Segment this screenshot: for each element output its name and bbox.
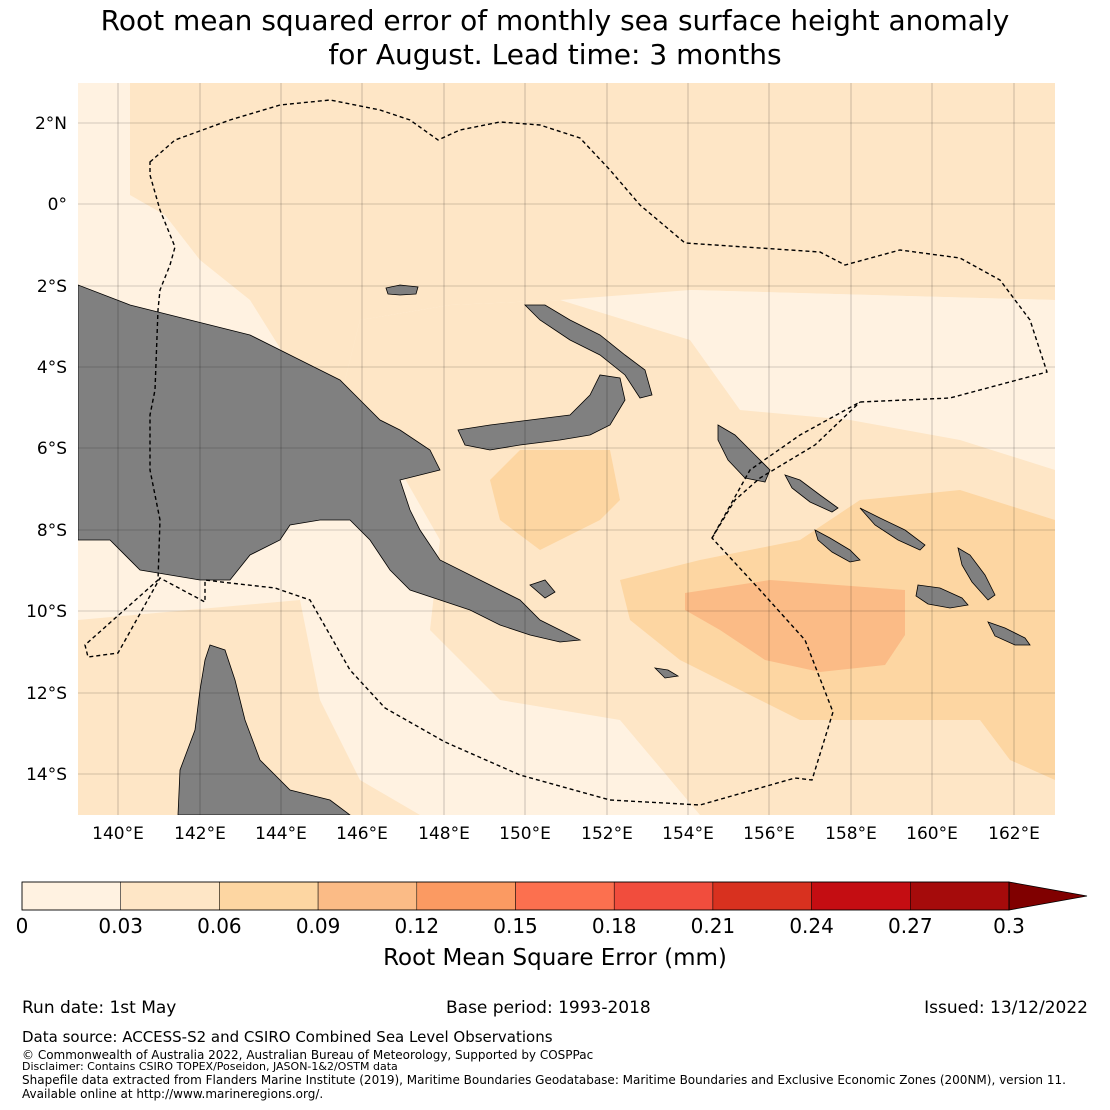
land-makira: [987, 621, 1031, 646]
colorbar-label: Root Mean Square Error (mm): [383, 945, 727, 971]
lon-tick-label: 140°E: [92, 824, 144, 844]
colorbar-tick-label: 0.12: [395, 914, 440, 938]
lon-tick-label: 156°E: [743, 824, 795, 844]
colorbar-tick-labels: 0 0.03 0.06 0.09 0.12 0.15 0.18 0.21 0.24 0.27 0.3: [16, 914, 1025, 938]
lat-tick-label: 12°S: [26, 684, 67, 704]
land-malaita: [957, 547, 996, 601]
land-rossel: [653, 667, 680, 679]
colorbar-segment: [515, 881, 615, 911]
colorbar-tick-label: 0.3: [993, 914, 1025, 938]
colorbar-segment: [613, 881, 714, 911]
lon-tick-label: 154°E: [662, 824, 714, 844]
title-line-1: Root mean squared error of monthly sea s…: [100, 4, 1010, 37]
colorbar-tick-label: 0.27: [888, 914, 933, 938]
lon-tick-labels: 140°E 142°E 144°E 146°E 148°E 150°E 152°…: [92, 824, 1040, 844]
lat-tick-label: 0°: [48, 195, 67, 215]
map-panel: 140°E 142°E 144°E 146°E 148°E 150°E 152°…: [26, 83, 1055, 844]
colorbar-tick-label: 0.06: [197, 914, 242, 938]
base-period: Base period: 1993-2018: [446, 998, 651, 1018]
lon-tick-label: 160°E: [906, 824, 958, 844]
land-fergusson: [529, 579, 556, 599]
land-new-ireland: [524, 304, 653, 399]
lon-tick-label: 142°E: [174, 824, 226, 844]
eez-boundary-png: [84, 99, 1048, 806]
colorbar-tick-label: 0: [16, 914, 29, 938]
lon-tick-label: 152°E: [581, 824, 633, 844]
eez-boundary-solomons: [711, 401, 861, 539]
shapefile-credit: Shapefile data extracted from Flanders M…: [22, 1073, 1066, 1087]
run-date: Run date: 1st May: [22, 998, 177, 1018]
colorbar-segment: [416, 881, 516, 911]
rmse-region-low-north: [130, 83, 1055, 400]
colorbar-segment: [910, 881, 1010, 911]
colorbar-segment: [120, 881, 220, 911]
copyright-text: © Commonwealth of Australia 2022, Austra…: [22, 1048, 594, 1062]
lat-tick-label: 2°N: [35, 114, 67, 134]
rmse-region-mid: [490, 450, 620, 550]
colorbar-segment: [219, 881, 319, 911]
lon-tick-label: 162°E: [988, 824, 1040, 844]
chart-title: Root mean squared error of monthly sea s…: [0, 4, 1110, 72]
colorbar-tick-label: 0.21: [691, 914, 736, 938]
data-source: Data source: ACCESS-S2 and CSIRO Combine…: [22, 1028, 553, 1046]
map-plot-area: [78, 83, 1055, 815]
lat-tick-label: 8°S: [37, 521, 67, 541]
land-cape-york: [177, 644, 351, 815]
rmse-region-low-south: [78, 600, 420, 815]
rmse-region-lightest-patch: [690, 290, 1055, 470]
gridlines: [78, 83, 1055, 815]
land-manus: [385, 284, 419, 296]
lat-tick-label: 4°S: [37, 358, 67, 378]
map-svg: 140°E 142°E 144°E 146°E 148°E 150°E 152°…: [26, 83, 1055, 844]
available-online: Available online at http://www.marinereg…: [22, 1087, 324, 1101]
title-line-2: for August. Lead time: 3 months: [328, 38, 782, 71]
land-guadalcanal: [915, 584, 969, 609]
rmse-region-high: [685, 580, 905, 672]
lon-tick-label: 158°E: [825, 824, 877, 844]
colorbar-tick-label: 0.18: [592, 914, 637, 938]
colorbar: 0 0.03 0.06 0.09 0.12 0.15 0.18 0.21 0.24 0.27 0.3…: [0, 870, 1110, 980]
land-bougainville: [717, 424, 771, 483]
colorbar-extend-arrow: [1008, 881, 1088, 911]
colorbar-segment: [712, 881, 812, 911]
colorbar-tick-label: 0.09: [296, 914, 341, 938]
lat-tick-label: 10°S: [26, 602, 67, 622]
land-new-guinea: [78, 284, 582, 643]
lon-tick-label: 150°E: [499, 824, 551, 844]
colorbar-segment: [811, 881, 911, 911]
lon-tick-label: 148°E: [418, 824, 470, 844]
land-santa-isabel: [859, 507, 926, 551]
lat-tick-label: 2°S: [37, 277, 67, 297]
colorbar-tick-label: 0.24: [789, 914, 834, 938]
issued-date: Issued: 13/12/2022: [924, 998, 1088, 1018]
colorbar-tick-label: 0.03: [98, 914, 143, 938]
colorbar-segments: [21, 881, 1010, 911]
colorbar-tick-label: 0.15: [493, 914, 538, 938]
lat-tick-label: 14°S: [26, 765, 67, 785]
disclaimer-text: Disclaimer: Contains CSIRO TOPEX/Poseido…: [22, 1060, 398, 1073]
lon-tick-label: 144°E: [255, 824, 307, 844]
colorbar-frame: [21, 881, 1010, 911]
land-choiseul: [784, 474, 839, 513]
colorbar-svg: 0 0.03 0.06 0.09 0.12 0.15 0.18 0.21 0.24 0.27 0.3…: [16, 881, 1088, 971]
lat-tick-label: 6°S: [37, 439, 67, 459]
land-new-georgia: [814, 529, 861, 563]
colorbar-segment: [317, 881, 418, 911]
land-new-britain: [457, 374, 626, 451]
colorbar-segment: [21, 881, 121, 911]
lat-tick-labels: 2°N 0° 2°S 4°S 6°S 8°S 10°S 12°S 14°S: [26, 114, 67, 785]
lon-tick-label: 146°E: [336, 824, 388, 844]
